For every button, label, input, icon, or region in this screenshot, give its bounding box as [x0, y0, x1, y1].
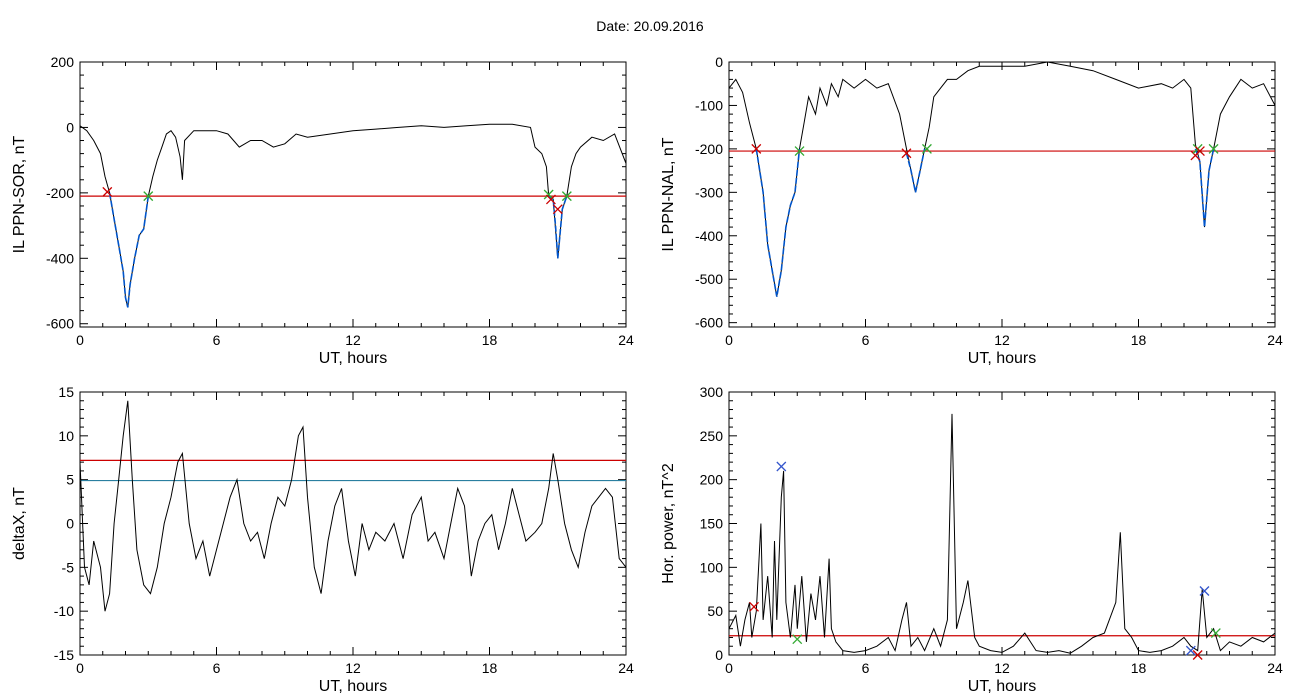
series-line-black-0	[729, 62, 1275, 297]
x-tick-label: 6	[213, 332, 221, 348]
series-line-blue-1	[108, 192, 150, 308]
y-tick-label: -200	[695, 141, 723, 157]
event-marker-green	[921, 143, 932, 154]
series-line-blue-1	[755, 148, 801, 297]
series-line-blue-2	[905, 148, 926, 193]
y-tick-label: 0	[715, 54, 723, 70]
y-tick-label: 10	[58, 428, 74, 444]
x-tick-label: 12	[994, 332, 1010, 348]
x-tick-label: 12	[345, 332, 361, 348]
event-marker-green	[792, 634, 803, 645]
event-marker-green	[143, 191, 154, 202]
x-axis-label: UT, hours	[968, 678, 1036, 695]
y-tick-label: -10	[54, 603, 74, 619]
y-tick-label: 100	[700, 559, 724, 575]
event-marker-blue	[1199, 586, 1210, 596]
y-tick-label: 300	[700, 384, 724, 400]
y-tick-label: 200	[51, 54, 75, 70]
plot-frame	[79, 61, 627, 328]
event-marker-blue	[776, 461, 787, 472]
series-line-black-0	[729, 413, 1275, 654]
y-tick-label: -400	[695, 228, 723, 244]
series-line-black-0	[80, 400, 626, 612]
y-tick-label: 200	[700, 472, 724, 488]
x-tick-label: 6	[213, 660, 221, 676]
y-tick-label: -400	[46, 250, 74, 266]
x-axis-label: UT, hours	[319, 678, 387, 695]
y-tick-label: 250	[700, 428, 724, 444]
event-marker-red	[545, 194, 556, 205]
x-tick-label: 24	[618, 660, 634, 676]
series-line-black-0	[80, 123, 626, 308]
event-marker-red	[102, 186, 113, 197]
y-tick-label: -200	[46, 185, 74, 201]
y-axis-label: IL PPN-SOR, nT	[11, 135, 28, 253]
event-marker-green	[794, 146, 805, 157]
chart-panel-3: 0 6 12 18 24 -15 -10 -5 0 5 10 15 UT, hours deltaX, n…	[11, 384, 634, 695]
series-line-blue-3	[1194, 148, 1215, 228]
y-tick-label: 50	[707, 603, 723, 619]
event-marker-red	[1192, 650, 1203, 660]
x-tick-label: 24	[618, 332, 634, 348]
y-tick-label: -300	[695, 184, 723, 200]
x-axis-label: UT, hours	[968, 350, 1036, 367]
y-tick-label: -500	[695, 271, 723, 287]
y-tick-label: 0	[66, 119, 74, 135]
event-marker-green	[543, 189, 554, 200]
y-tick-label: 5	[66, 472, 74, 488]
event-marker-red	[552, 204, 563, 215]
event-marker-red	[751, 143, 762, 154]
x-axis-label: UT, hours	[319, 350, 387, 367]
x-tick-label: 18	[482, 332, 498, 348]
y-tick-label: 0	[715, 647, 723, 663]
event-marker-blue	[1185, 645, 1196, 656]
y-tick-label: -600	[695, 315, 723, 331]
y-tick-label: -5	[62, 559, 75, 575]
y-axis-label: IL PPN-NAL, nT	[660, 137, 677, 251]
x-tick-label: 18	[482, 660, 498, 676]
y-axis-label: deltaX, nT	[11, 487, 28, 560]
event-marker-red	[901, 148, 912, 159]
event-marker-green	[1210, 628, 1221, 639]
y-tick-label: -600	[46, 316, 74, 332]
x-tick-label: 24	[1267, 660, 1283, 676]
x-tick-label: 12	[994, 660, 1010, 676]
y-tick-label: -100	[695, 97, 723, 113]
event-marker-red	[1194, 146, 1205, 157]
x-tick-label: 0	[725, 332, 733, 348]
y-tick-label: 150	[700, 516, 724, 532]
x-tick-label: 0	[725, 660, 733, 676]
x-tick-label: 18	[1131, 660, 1147, 676]
x-tick-label: 24	[1267, 332, 1283, 348]
x-tick-label: 6	[862, 332, 870, 348]
event-marker-green	[561, 191, 572, 202]
page-title: Date: 20.09.2016	[596, 18, 704, 34]
chart-panel-1: 0 6 12 18 24 -600 -400 -200 0 200 UT, hours IL PPN-…	[11, 54, 634, 367]
x-tick-label: 6	[862, 660, 870, 676]
plot-frame	[79, 391, 627, 656]
event-marker-red	[749, 601, 759, 612]
x-tick-label: 0	[76, 332, 84, 348]
x-tick-label: 0	[76, 660, 84, 676]
y-tick-label: 0	[66, 516, 74, 532]
x-tick-label: 18	[1131, 332, 1147, 348]
chart-panel-4: 0 6 12 18 24 0 50 100 150 200 250 300 UT, hours Hor. …	[660, 384, 1283, 695]
x-tick-label: 12	[345, 660, 361, 676]
y-axis-label: Hor. power, nT^2	[660, 463, 677, 584]
event-marker-green	[1208, 143, 1219, 154]
chart-panel-2: 0 6 12 18 24 -600 -500 -400 -300 -200 -100 0 UT, hou…	[660, 54, 1283, 367]
y-tick-label: 15	[58, 384, 74, 400]
plot-frame	[728, 391, 1276, 656]
y-tick-label: -15	[54, 647, 74, 663]
